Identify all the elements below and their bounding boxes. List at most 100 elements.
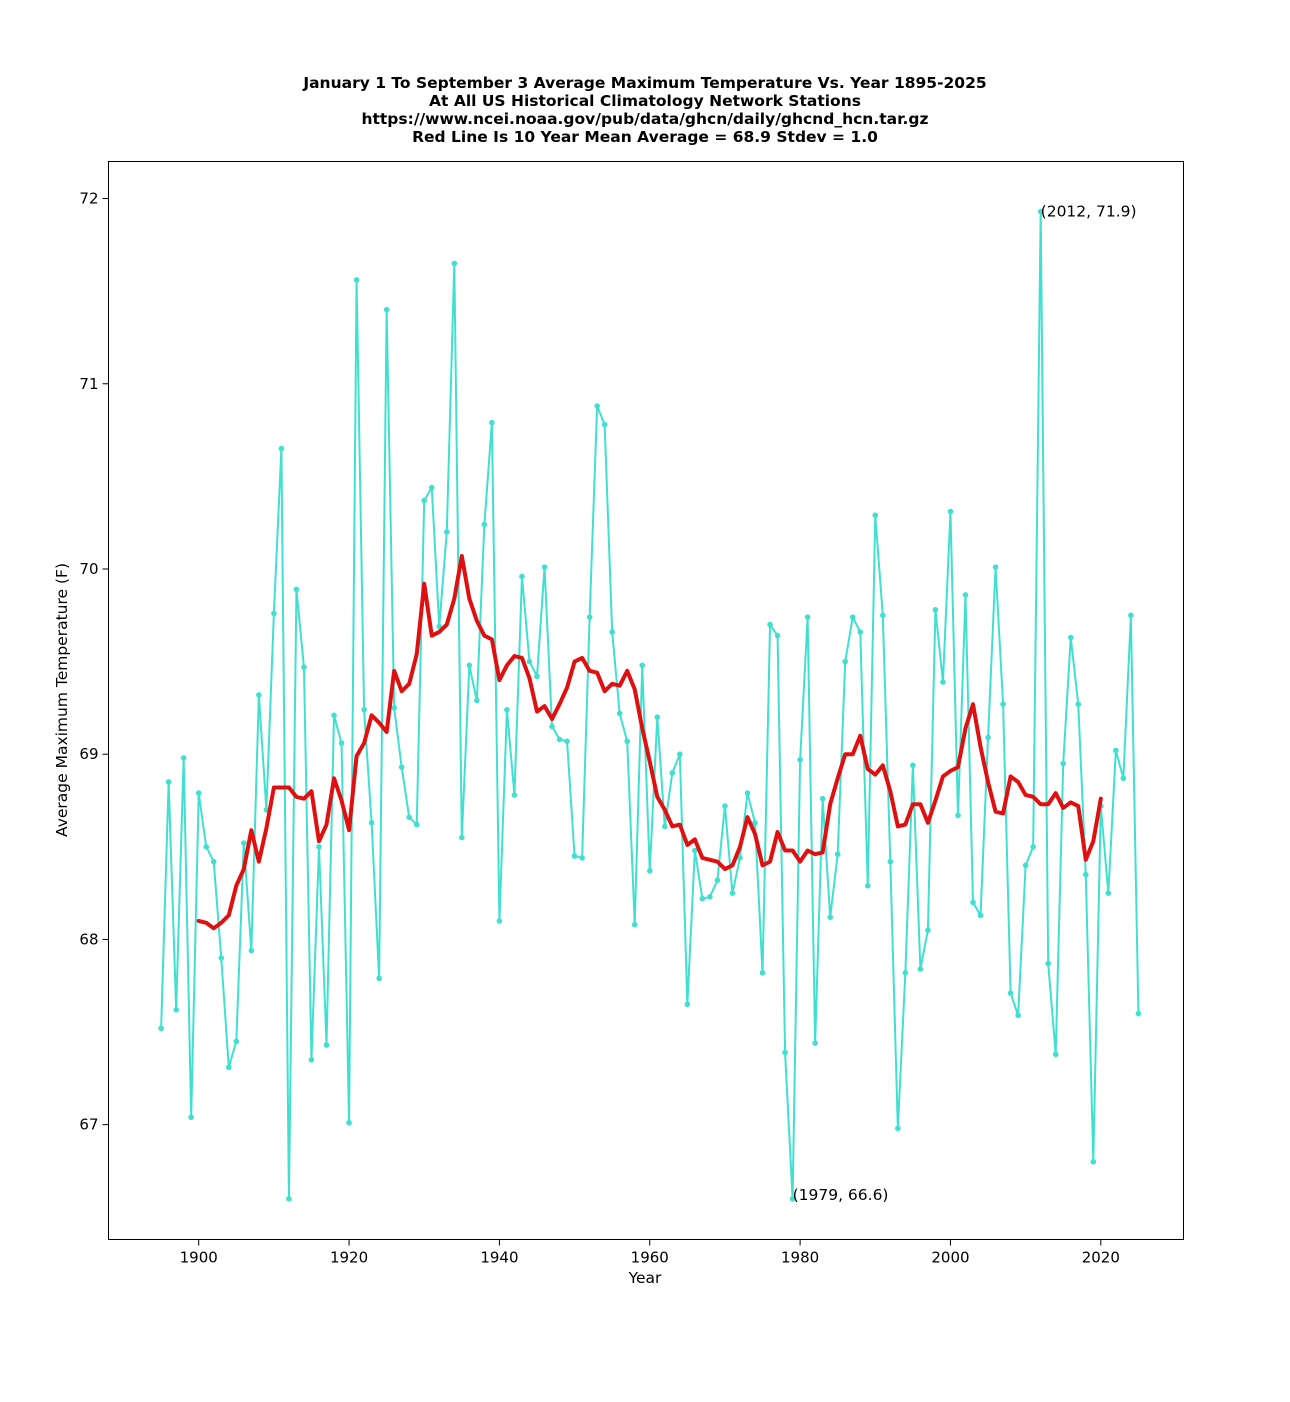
annual-point-1905 [233, 1038, 240, 1045]
annual-point-2002 [962, 592, 969, 598]
annual-point-1954 [601, 421, 608, 428]
annual-point-1901 [203, 844, 210, 850]
annual-point-1951 [579, 855, 585, 861]
x-tick-label: 1920 [330, 1249, 368, 1267]
annual-point-1995 [910, 762, 916, 769]
x-tick-label: 1900 [180, 1249, 218, 1267]
annual-point-2023 [1120, 775, 1127, 782]
annual-point-2014 [1052, 1051, 1059, 1058]
title-line-4: Red Line Is 10 Year Mean Average = 68.9 … [412, 128, 878, 146]
annual-point-1956 [616, 710, 623, 717]
annual-point-1924 [376, 975, 382, 982]
annual-point-1984 [827, 914, 833, 921]
annual-point-1912 [286, 1195, 292, 1202]
annual-point-1931 [428, 484, 435, 491]
annual-point-1899 [188, 1114, 194, 1121]
annual-point-1911 [278, 445, 285, 452]
annual-point-1968 [707, 894, 713, 900]
annual-point-2003 [970, 899, 976, 906]
annual-point-1994 [902, 969, 909, 976]
annual-point-2019 [1090, 1158, 1097, 1165]
annual-point-1929 [413, 821, 420, 828]
annual-point-1976 [767, 621, 773, 628]
annual-point-1898 [180, 755, 187, 761]
annual-point-1989 [864, 882, 871, 889]
annual-point-1965 [684, 1001, 691, 1008]
annual-point-2021 [1105, 890, 1112, 896]
annual-point-1907 [248, 947, 255, 954]
annual-point-1955 [609, 629, 615, 635]
annual-point-1937 [474, 697, 480, 704]
annual-point-1977 [774, 632, 781, 639]
annual-point-1985 [834, 851, 841, 858]
annual-point-1944 [526, 658, 533, 665]
x-tick-label: 2020 [1082, 1249, 1120, 1267]
annual-point-1972 [737, 855, 743, 861]
annual-point-1981 [804, 614, 811, 620]
annual-point-2011 [1030, 844, 1036, 850]
annual-point-2001 [955, 812, 961, 819]
title-line-1: January 1 To September 3 Average Maximum… [302, 74, 986, 92]
annual-line [160, 210, 1140, 1200]
annual-point-1927 [398, 764, 405, 770]
ten-year-mean-line [196, 554, 1103, 931]
annual-point-1963 [669, 769, 676, 776]
annual-point-2007 [1000, 701, 1006, 707]
annual-point-1939 [489, 419, 495, 426]
annual-point-1933 [443, 529, 450, 535]
annual-point-1897 [173, 1007, 179, 1013]
annual-point-2015 [1060, 760, 1067, 767]
annual-point-1952 [586, 614, 593, 620]
y-axis-label: Average Maximum Temperature (F) [53, 563, 71, 837]
annual-point-1900 [195, 790, 202, 796]
annual-point-1941 [504, 706, 510, 713]
annual-point-1935 [459, 834, 465, 841]
annual-point-2025 [1135, 1010, 1142, 1017]
annual-point-1986 [842, 658, 849, 665]
annual-point-1902 [210, 858, 217, 865]
annual-point-1926 [391, 705, 397, 711]
y-tick-label: 69 [79, 745, 98, 763]
annual-point-2006 [992, 564, 999, 570]
annual-point-1936 [466, 662, 473, 669]
annual-point-2018 [1082, 871, 1089, 878]
annual-point-2010 [1022, 862, 1029, 869]
annual-point-2013 [1045, 960, 1051, 967]
x-tick-label: 1960 [631, 1249, 669, 1267]
annual-point-1949 [564, 738, 570, 745]
y-tick-label: 67 [79, 1116, 98, 1134]
annotation-2012: (2012, 71.9) [1041, 203, 1137, 221]
plot-area: (2012, 71.9) (1979, 66.6) [108, 161, 1184, 1240]
annual-point-1999 [940, 679, 946, 685]
annual-point-1969 [714, 877, 721, 883]
annual-point-2016 [1067, 634, 1074, 641]
annual-point-1958 [631, 921, 638, 928]
y-tick-label: 71 [79, 375, 98, 393]
annual-point-2022 [1113, 747, 1119, 754]
annual-point-1990 [872, 512, 879, 519]
y-tick-label: 68 [79, 930, 98, 948]
annual-point-1967 [699, 895, 706, 902]
annual-point-1895 [158, 1025, 164, 1032]
annual-point-1938 [481, 521, 488, 528]
annual-point-2008 [1007, 990, 1014, 996]
annual-point-1945 [534, 673, 540, 680]
annual-point-1975 [759, 969, 766, 976]
annual-point-1987 [849, 614, 856, 620]
annual-point-1906 [241, 840, 247, 846]
annual-point-1908 [256, 692, 262, 698]
x-tick-label: 1940 [480, 1249, 518, 1267]
annual-point-1925 [383, 306, 390, 313]
annual-point-1997 [925, 927, 931, 933]
annual-point-2004 [977, 912, 984, 919]
title-line-3: https://www.ncei.noaa.gov/pub/data/ghcn/… [361, 110, 928, 128]
annotation-1979: (1979, 66.6) [793, 1186, 889, 1204]
annual-point-1957 [624, 738, 631, 745]
annual-point-1950 [571, 853, 578, 859]
x-axis: 1900 1920 1940 1960 1980 2000 2020 [180, 1239, 1120, 1267]
annual-point-1948 [556, 736, 563, 743]
annual-point-1922 [361, 706, 367, 713]
annual-point-1917 [323, 1042, 330, 1048]
annual-point-1903 [218, 955, 225, 961]
